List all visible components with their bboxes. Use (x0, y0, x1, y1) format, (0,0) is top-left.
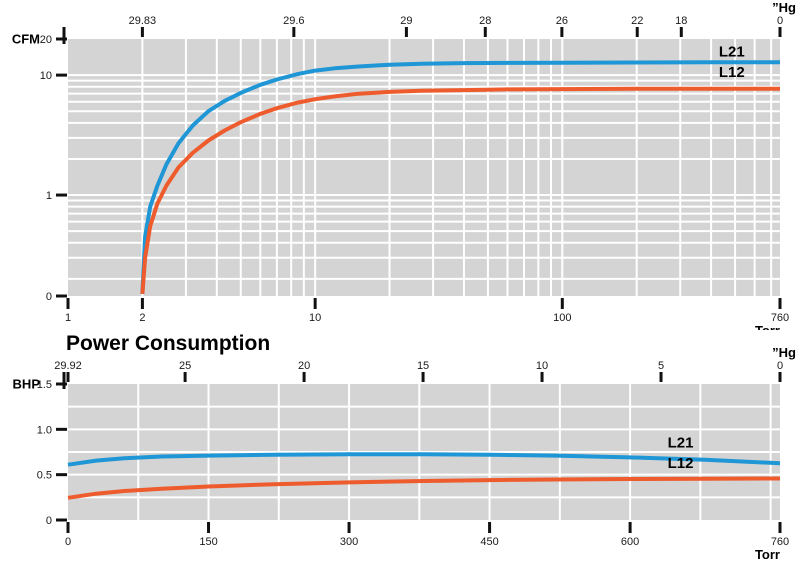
top-tick-label: 0 (777, 15, 783, 27)
x-tick-label: 0 (65, 536, 71, 548)
top-tick-label: 15 (417, 360, 429, 372)
top-tick-label: 20 (298, 360, 310, 372)
power-consumption-title: Power Consumption (66, 332, 271, 355)
top-tick-label: 10 (536, 360, 548, 372)
x-axis-top: 29.83 29.6 29 28 26 22 18 0”Hg (129, 0, 796, 37)
y-tick-label: 20 (40, 34, 52, 46)
top-axis-unit-label: ”Hg (772, 345, 796, 360)
gridlines (68, 39, 780, 296)
l21-curve (67, 452, 781, 467)
x-tick-label: 1 (65, 312, 71, 324)
l12-curve (140, 86, 780, 295)
y-tick-label: 0.5 (37, 470, 52, 482)
top-tick-label: 29.6 (283, 15, 304, 27)
top-tick-label: 29.92 (54, 360, 82, 372)
y-tick-label: 0 (46, 515, 52, 527)
top-tick-label: 26 (556, 15, 568, 27)
l12-series-label: L12 (668, 455, 694, 472)
top-tick-label: 29 (400, 15, 412, 27)
x-tick-label: 760 (771, 536, 789, 548)
gridlines (68, 384, 780, 520)
l12-series-label: L12 (719, 64, 745, 81)
top-axis-unit-label: ”Hg (772, 0, 796, 15)
l21-curve (140, 60, 780, 294)
x-tick-label: 600 (621, 536, 639, 548)
x-tick-label: 2 (139, 312, 145, 324)
top-tick-label: 25 (179, 360, 191, 372)
y-axis-unit-label: BHP (13, 377, 41, 392)
y-tick-label: 1.5 (37, 379, 52, 391)
y-tick-label: 0 (46, 291, 52, 303)
top-tick-label: 28 (479, 15, 491, 27)
x-axis-unit-label: Torr (755, 323, 780, 330)
top-tick-label: 22 (631, 15, 643, 27)
x-tick-label: 100 (553, 312, 571, 324)
x-tick-label: 300 (340, 536, 358, 548)
y-axis-unit-label: CFM (12, 32, 40, 47)
flow-rate-chart: L21L12011020CFM1210100760Torr29.8329.629… (12, 0, 796, 330)
l21-series-label: L21 (719, 43, 745, 60)
top-tick-label: 18 (675, 15, 687, 27)
y-tick-label: 1 (46, 190, 52, 202)
x-tick-label: 10 (309, 312, 321, 324)
l12-curve (67, 476, 781, 500)
x-tick-label: 150 (199, 536, 217, 548)
top-tick-label: 5 (658, 360, 664, 372)
l21-series-label: L21 (668, 434, 694, 451)
y-tick-label: 1.0 (37, 424, 52, 436)
y-tick-label: 10 (40, 70, 52, 82)
top-tick-label: 29.83 (129, 15, 157, 27)
x-tick-label: 450 (480, 536, 498, 548)
x-axis-top: 29.92 25 20 15 10 5 0”Hg (54, 345, 796, 382)
x-tick-label: 760 (771, 312, 789, 324)
top-tick-label: 0 (777, 360, 783, 372)
x-axis-unit-label: Torr (755, 547, 780, 562)
